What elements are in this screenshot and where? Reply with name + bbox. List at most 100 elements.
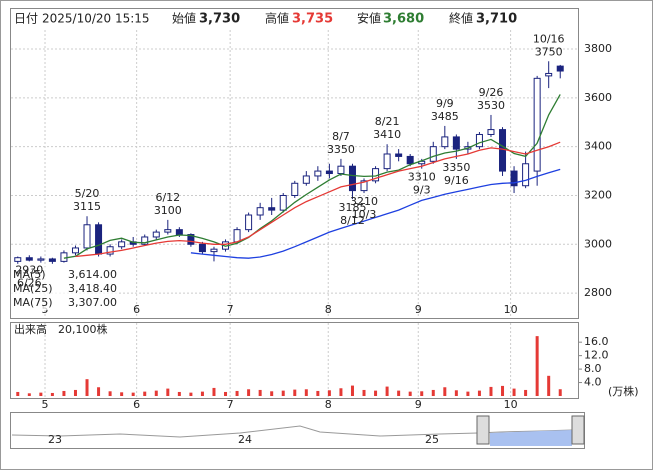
annotation-date: 8/7 [332,130,350,143]
candle-body [360,180,368,192]
candle-body [187,234,195,245]
annotation-date: 5/20 [75,187,100,200]
volume-bar [362,389,366,396]
volume-bar [385,386,389,396]
label: 高値 [265,11,289,26]
candle-body [37,258,45,261]
annotation-value: 3210 [350,195,378,208]
volume-bar [408,391,412,396]
label: 安値 [357,11,381,26]
candle-body [198,243,206,253]
volume-bar [512,388,516,396]
candle-body [383,153,391,170]
candle-body [118,241,126,248]
low: 3,680 [383,12,424,27]
annotation-value: 3530 [477,99,505,112]
volume-bar [293,389,297,396]
ma-line [63,94,561,259]
candle-body [348,165,356,192]
volume-bar [443,387,447,396]
volume-bar [466,391,470,396]
volume-bar [50,392,54,396]
volume-bar [316,390,320,396]
navigator-line [11,425,573,438]
candle-body [152,231,160,238]
volume-bar [258,389,262,396]
candle-body [256,207,264,216]
annotation-date: 9/3 [413,184,431,197]
y-tick-label: 12.0 [584,349,609,362]
candle-body [268,207,276,211]
ma-line [75,141,561,258]
annotation-value: 3115 [73,200,101,213]
annotation-value: 2930 [15,263,43,276]
volume-bar [501,385,505,396]
candle-body [475,133,483,148]
x-tick-label: 10 [504,303,518,316]
candle-body [106,246,114,255]
annotation-date: 10/3 [352,208,377,221]
y-tick-label: 3000 [584,237,612,250]
volume-bar [420,391,424,396]
candle-body [510,170,518,187]
candle-body [71,247,79,254]
volume-bar [143,391,147,396]
candle-body [441,136,449,148]
volume-bar [281,390,285,396]
annotation-date: 9/16 [444,174,469,187]
candle-body [83,224,91,249]
annotation-value: 3350 [442,161,470,174]
label: 日付 [14,12,38,26]
volume-bar [131,392,135,396]
volume-label: 出来高 [14,322,47,336]
candle-body [279,194,287,211]
candle-body [233,229,241,243]
volume-bar [327,390,331,396]
open: 3,730 [199,12,240,27]
annotation-value: 3410 [373,128,401,141]
volume-bar [166,388,170,396]
y-tick-label: 3600 [584,91,612,104]
candle-body [245,214,253,231]
x-tick-label: 7 [227,303,234,316]
volume-panel [10,322,579,399]
candle-body [25,257,33,261]
volume-bar [397,390,401,396]
x-tick-label: 9 [415,303,422,316]
candle-body [141,236,149,245]
candle-body [545,72,553,77]
navigator-handle[interactable] [571,415,585,445]
legend-name: MA(25) [13,282,53,295]
y-tick-label: 4.0 [584,376,602,389]
volume-bar [454,390,458,396]
volume-bar [39,392,43,396]
annotation-value: 3185 [338,201,366,214]
annotation-value: 3485 [431,110,459,123]
candle-body [325,170,333,175]
x-tick-label: 6 [133,398,140,411]
volume-unit: (万株) [608,384,639,398]
y-tick-label: 16.0 [584,335,609,348]
candle-body [452,136,460,150]
high: 3,735 [292,12,333,27]
volume-bar [350,385,354,396]
y-tick-label: 2800 [584,286,612,299]
candle-body [314,170,322,177]
candle-body [533,77,541,172]
volume-bar [62,390,66,396]
annotation-value: 3310 [408,171,436,184]
volume-bar [189,392,193,396]
candle-body [487,129,495,135]
candle-body [95,224,103,255]
navigator-handle[interactable] [476,415,490,445]
x-tick-label: 9 [415,398,422,411]
volume-bar [477,390,481,396]
annotation-value: 3350 [327,143,355,156]
candle-body [60,252,68,262]
x-tick-label: 8 [325,303,332,316]
annotation-date: 9/26 [479,86,504,99]
volume-bar [108,391,112,396]
navigator-label: 25 [425,433,439,446]
volume-bar [489,386,493,396]
